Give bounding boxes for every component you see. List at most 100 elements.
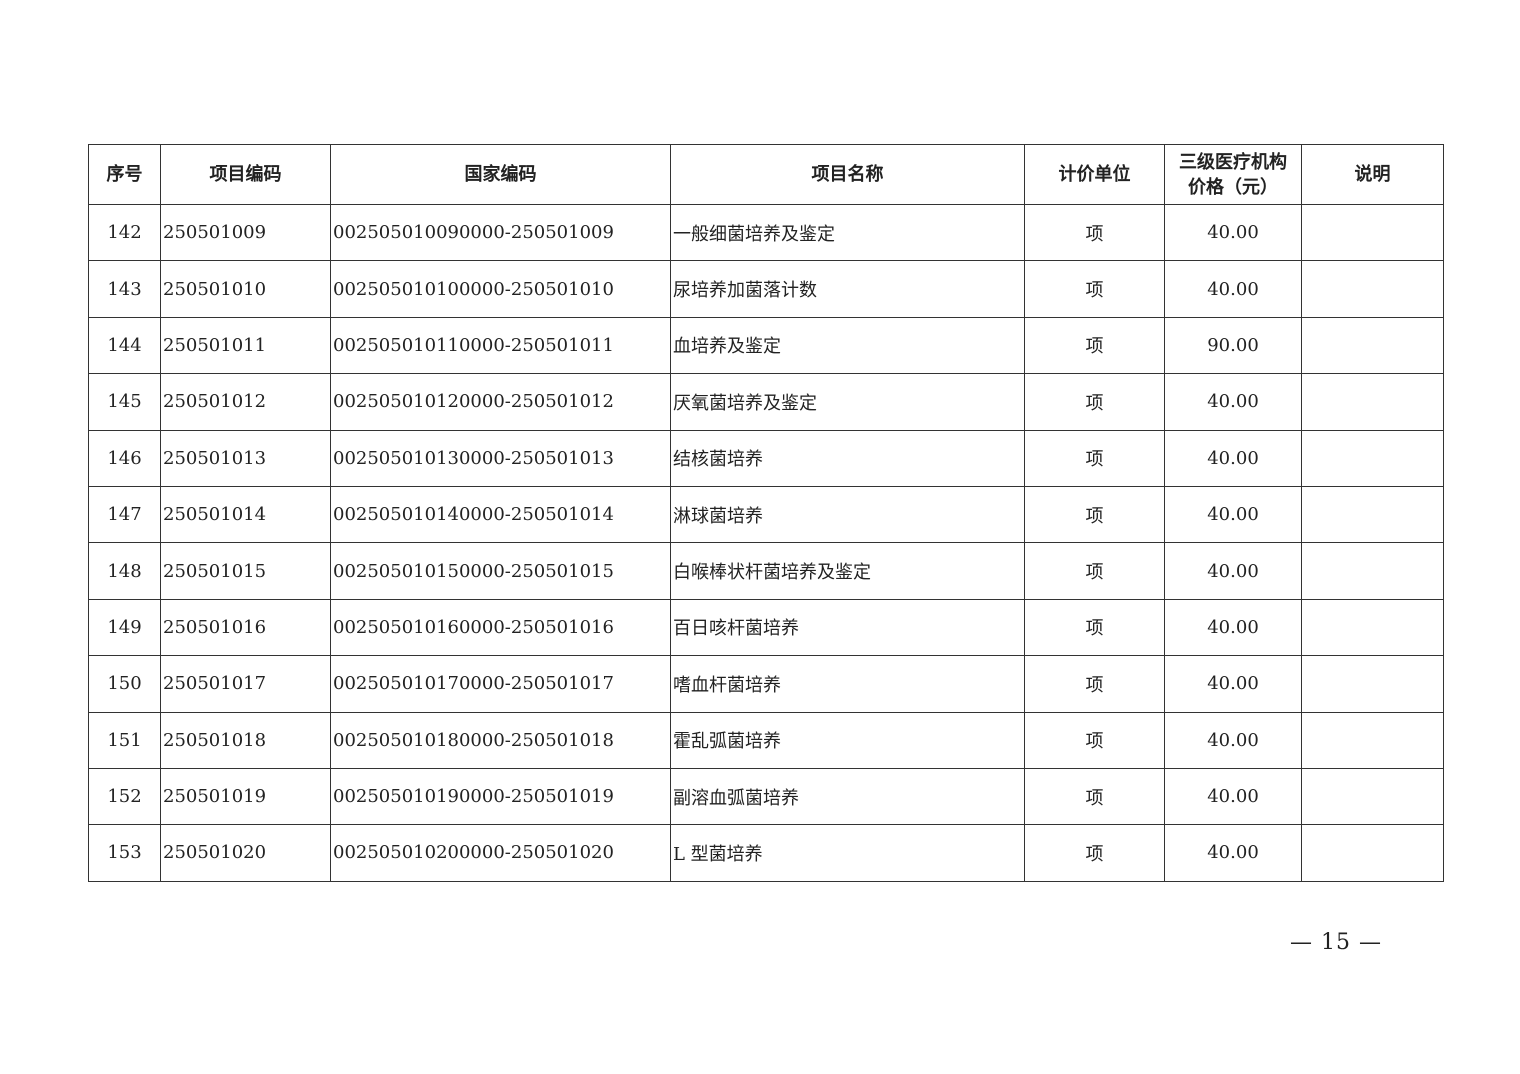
cell-note bbox=[1301, 711, 1444, 769]
cell-unit: 项 bbox=[1024, 542, 1165, 600]
cell-name: 结核菌培养 bbox=[670, 429, 1025, 487]
cell-code: 250501016 bbox=[160, 598, 331, 657]
cell-code: 250501013 bbox=[160, 429, 331, 487]
cell-price: 40.00 bbox=[1164, 542, 1302, 600]
cell-no: 147 bbox=[88, 485, 161, 544]
cell-code: 250501018 bbox=[160, 711, 331, 769]
header-name: 项目名称 bbox=[670, 144, 1025, 205]
cell-unit: 项 bbox=[1024, 824, 1165, 882]
cell-national-code: 002505010190000-250501019 bbox=[330, 767, 671, 826]
cell-name: 淋球菌培养 bbox=[670, 485, 1025, 544]
cell-code: 250501014 bbox=[160, 485, 331, 544]
cell-unit: 项 bbox=[1024, 598, 1165, 657]
cell-price: 40.00 bbox=[1164, 598, 1302, 657]
cell-unit: 项 bbox=[1024, 767, 1165, 826]
cell-no: 151 bbox=[88, 711, 161, 769]
cell-national-code: 002505010110000-250501011 bbox=[330, 316, 671, 375]
table-row: 149 250501016 002505010160000-250501016 百日咳… bbox=[88, 598, 1444, 657]
cell-national-code: 002505010200000-250501020 bbox=[330, 824, 671, 882]
cell-code: 250501015 bbox=[160, 542, 331, 600]
price-table: 序号 项目编码 国家编码 项目名称 计价单位 三级医疗机构 价格（元） 说明 14… bbox=[88, 144, 1444, 882]
cell-price: 40.00 bbox=[1164, 429, 1302, 487]
header-price: 三级医疗机构 价格（元） bbox=[1164, 144, 1302, 205]
cell-note bbox=[1301, 260, 1444, 318]
cell-code: 250501012 bbox=[160, 373, 331, 431]
cell-no: 146 bbox=[88, 429, 161, 487]
cell-price: 40.00 bbox=[1164, 655, 1302, 713]
cell-national-code: 002505010120000-250501012 bbox=[330, 373, 671, 431]
cell-price: 90.00 bbox=[1164, 316, 1302, 375]
cell-no: 150 bbox=[88, 655, 161, 713]
header-note: 说明 bbox=[1301, 144, 1444, 205]
cell-national-code: 002505010160000-250501016 bbox=[330, 598, 671, 657]
table-row: 150 250501017 002505010170000-250501017 嗜血杆… bbox=[88, 655, 1444, 713]
page-number: — 15 — bbox=[1290, 930, 1382, 955]
cell-unit: 项 bbox=[1024, 655, 1165, 713]
cell-unit: 项 bbox=[1024, 316, 1165, 375]
header-no: 序号 bbox=[88, 144, 161, 205]
cell-code: 250501010 bbox=[160, 260, 331, 318]
cell-unit: 项 bbox=[1024, 203, 1165, 262]
cell-no: 145 bbox=[88, 373, 161, 431]
cell-national-code: 002505010100000-250501010 bbox=[330, 260, 671, 318]
cell-unit: 项 bbox=[1024, 429, 1165, 487]
cell-price: 40.00 bbox=[1164, 711, 1302, 769]
header-unit: 计价单位 bbox=[1024, 144, 1165, 205]
cell-code: 250501011 bbox=[160, 316, 331, 375]
cell-price: 40.00 bbox=[1164, 260, 1302, 318]
cell-note bbox=[1301, 655, 1444, 713]
cell-code: 250501009 bbox=[160, 203, 331, 262]
cell-name: 尿培养加菌落计数 bbox=[670, 260, 1025, 318]
cell-name: 厌氧菌培养及鉴定 bbox=[670, 373, 1025, 431]
cell-no: 148 bbox=[88, 542, 161, 600]
header-price-line2: 价格（元） bbox=[1188, 176, 1278, 198]
cell-code: 250501019 bbox=[160, 767, 331, 826]
cell-note bbox=[1301, 542, 1444, 600]
table-row: 144 250501011 002505010110000-250501011 血培养… bbox=[88, 316, 1444, 375]
cell-national-code: 002505010130000-250501013 bbox=[330, 429, 671, 487]
cell-note bbox=[1301, 485, 1444, 544]
cell-name: 一般细菌培养及鉴定 bbox=[670, 203, 1025, 262]
cell-no: 152 bbox=[88, 767, 161, 826]
cell-price: 40.00 bbox=[1164, 373, 1302, 431]
cell-name: 血培养及鉴定 bbox=[670, 316, 1025, 375]
cell-national-code: 002505010090000-250501009 bbox=[330, 203, 671, 262]
cell-note bbox=[1301, 824, 1444, 882]
cell-unit: 项 bbox=[1024, 485, 1165, 544]
cell-no: 149 bbox=[88, 598, 161, 657]
header-national-code: 国家编码 bbox=[330, 144, 671, 205]
table-row: 152 250501019 002505010190000-250501019 副溶血… bbox=[88, 767, 1444, 826]
cell-national-code: 002505010180000-250501018 bbox=[330, 711, 671, 769]
cell-national-code: 002505010150000-250501015 bbox=[330, 542, 671, 600]
cell-note bbox=[1301, 598, 1444, 657]
table-header-row: 序号 项目编码 国家编码 项目名称 计价单位 三级医疗机构 价格（元） 说明 bbox=[88, 144, 1444, 205]
cell-name: 副溶血弧菌培养 bbox=[670, 767, 1025, 826]
cell-price: 40.00 bbox=[1164, 203, 1302, 262]
cell-name: 百日咳杆菌培养 bbox=[670, 598, 1025, 657]
cell-no: 144 bbox=[88, 316, 161, 375]
cell-code: 250501017 bbox=[160, 655, 331, 713]
cell-price: 40.00 bbox=[1164, 824, 1302, 882]
cell-name: 嗜血杆菌培养 bbox=[670, 655, 1025, 713]
cell-note bbox=[1301, 767, 1444, 826]
cell-unit: 项 bbox=[1024, 260, 1165, 318]
cell-national-code: 002505010140000-250501014 bbox=[330, 485, 671, 544]
cell-national-code: 002505010170000-250501017 bbox=[330, 655, 671, 713]
table-row: 147 250501014 002505010140000-250501014 淋球菌… bbox=[88, 485, 1444, 544]
header-price-line1: 三级医疗机构 bbox=[1179, 151, 1287, 173]
cell-note bbox=[1301, 373, 1444, 431]
table-row: 145 250501012 002505010120000-250501012 厌氧菌… bbox=[88, 373, 1444, 431]
cell-note bbox=[1301, 429, 1444, 487]
cell-no: 142 bbox=[88, 203, 161, 262]
cell-name: 霍乱弧菌培养 bbox=[670, 711, 1025, 769]
cell-code: 250501020 bbox=[160, 824, 331, 882]
cell-unit: 项 bbox=[1024, 373, 1165, 431]
cell-no: 143 bbox=[88, 260, 161, 318]
cell-note bbox=[1301, 316, 1444, 375]
table-row: 143 250501010 002505010100000-250501010 尿培养… bbox=[88, 260, 1444, 318]
cell-no: 153 bbox=[88, 824, 161, 882]
table-row: 148 250501015 002505010150000-250501015 白喉棒… bbox=[88, 542, 1444, 600]
table-row: 151 250501018 002505010180000-250501018 霍乱弧… bbox=[88, 711, 1444, 769]
cell-name: 白喉棒状杆菌培养及鉴定 bbox=[670, 542, 1025, 600]
table-row: 146 250501013 002505010130000-250501013 结核菌… bbox=[88, 429, 1444, 487]
